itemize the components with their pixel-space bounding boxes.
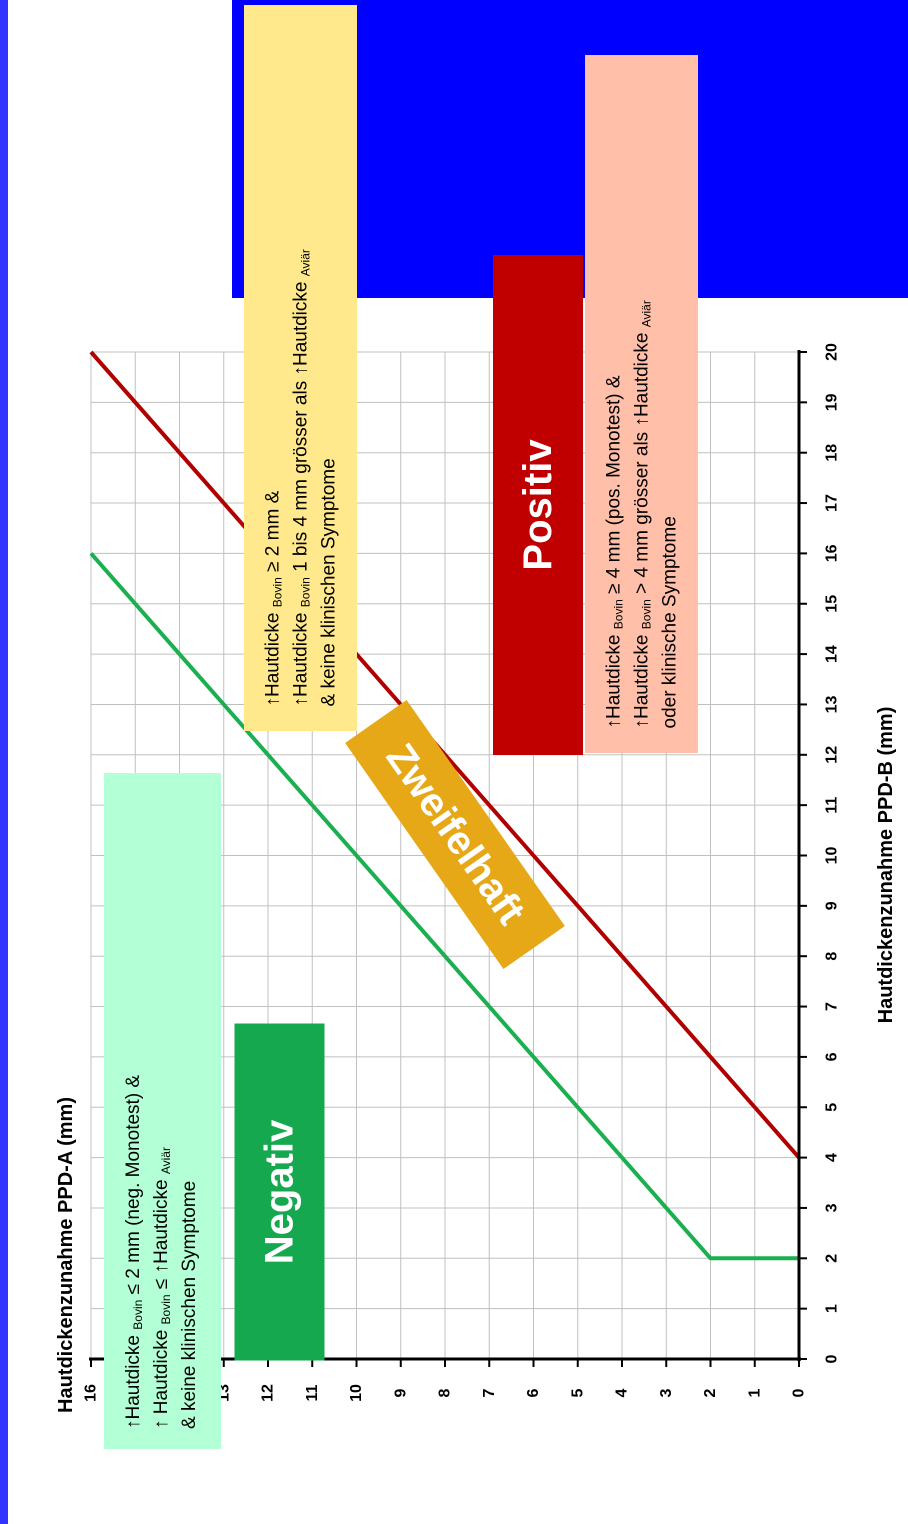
y-tick-label: 5 <box>569 1388 586 1397</box>
x-tick-label: 7 <box>824 1002 841 1011</box>
negativ-note: ↑Hautdicke Bovin ≤ 2 mm (neg. Monotest) … <box>123 1074 200 1429</box>
y-tick-label: 0 <box>791 1388 808 1397</box>
x-tick-label: 19 <box>824 393 841 411</box>
y-tick-label: 1 <box>746 1388 763 1397</box>
x-tick-label: 12 <box>824 746 841 764</box>
positiv-note: ↑Hautdicke Bovin ≥ 4 mm (pos. Monotest) … <box>603 300 680 729</box>
positiv-box: Positiv <box>493 255 583 755</box>
x-tick-label: 14 <box>824 645 841 663</box>
x-tick-label: 15 <box>824 595 841 613</box>
x-tick-label: 18 <box>824 444 841 462</box>
negativ-note-box <box>104 773 221 1449</box>
negativ-box: Negativ <box>234 1023 325 1361</box>
x-tick-label: 4 <box>824 1153 841 1162</box>
x-tick-label: 13 <box>824 695 841 713</box>
y-tick-label: 8 <box>437 1388 454 1397</box>
x-tick-label: 1 <box>824 1304 841 1313</box>
y-tick-label: 2 <box>702 1388 719 1397</box>
negativ-label: Negativ <box>257 1119 301 1265</box>
positiv-note-box <box>585 55 698 753</box>
x-tick-label: 5 <box>824 1103 841 1112</box>
x-tick-label: 9 <box>824 901 841 910</box>
x-tick-label: 16 <box>824 544 841 562</box>
y-tick-label: 4 <box>614 1388 631 1397</box>
negativ_boundary-line <box>89 552 799 1261</box>
x-tick-label: 20 <box>824 343 841 361</box>
y-axis-title: Hautdickenzunahme PPD-A (mm) <box>55 1097 77 1413</box>
x-tick-label: 0 <box>824 1354 841 1363</box>
y-tick-label: 7 <box>481 1388 498 1397</box>
y-tick-label: 11 <box>304 1384 321 1401</box>
y-tick-label: 6 <box>525 1388 542 1397</box>
x-tick-label: 3 <box>824 1203 841 1212</box>
zweifelhaft-note-box <box>244 5 357 731</box>
y-tick-label: 9 <box>392 1388 409 1397</box>
x-tick-label: 2 <box>824 1254 841 1263</box>
x-tick-label: 10 <box>824 847 841 865</box>
left-rule <box>0 0 8 1524</box>
x-tick-label: 8 <box>824 952 841 961</box>
x-tick-label: 11 <box>824 797 841 814</box>
y-tick-label: 12 <box>260 1384 277 1402</box>
y-tick-label: 16 <box>83 1384 100 1402</box>
x-tick-label: 17 <box>824 494 841 512</box>
zweifelhaft-note: ↑Hautdicke Bovin ≥ 2 mm & ↑Hautdicke Bov… <box>262 249 339 707</box>
positiv-label: Positiv <box>515 439 560 571</box>
x-axis-title: Hautdickenzunahme PPD-B (mm) <box>875 706 897 1024</box>
y-tick-label: 10 <box>348 1384 365 1402</box>
y-tick-label: 3 <box>658 1388 675 1397</box>
tick-labels: 0123456789101112131415161718192001234567… <box>83 343 841 1402</box>
x-tick-label: 6 <box>824 1052 841 1061</box>
